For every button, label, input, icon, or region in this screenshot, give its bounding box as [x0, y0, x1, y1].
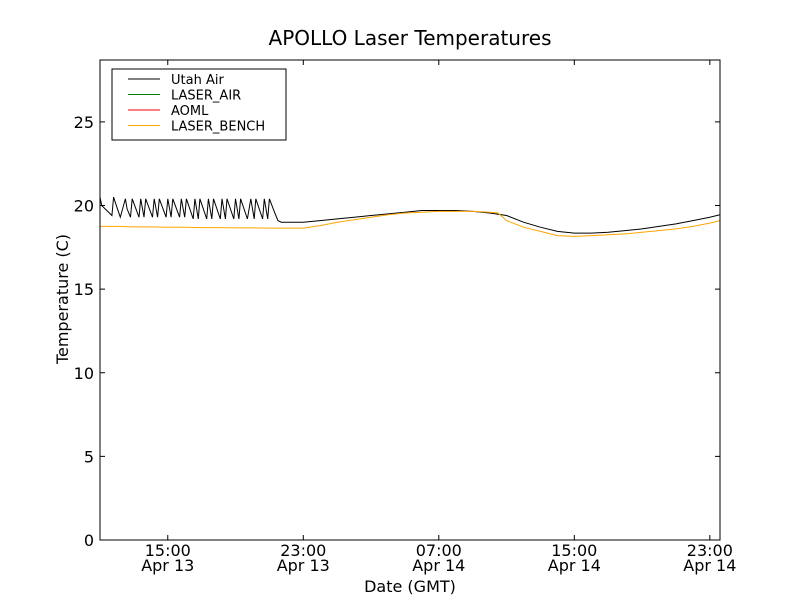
x-tick-label-date: Apr 13: [277, 556, 330, 575]
series-line-laser-bench: [100, 210, 720, 237]
legend-label: LASER_AIR: [171, 89, 241, 104]
chart-title: APOLLO Laser Temperatures: [269, 26, 552, 50]
y-tick-label: 20: [74, 197, 94, 216]
series-line-utah-air: [100, 196, 720, 234]
y-axis-title: Temperature (C): [53, 234, 72, 365]
x-tick-label-time: 23:00: [280, 541, 326, 560]
x-axis-title: Date (GMT): [364, 577, 456, 596]
x-tick-label-time: 07:00: [416, 541, 462, 560]
x-tick-label-date: Apr 13: [141, 556, 194, 575]
x-tick-label-time: 15:00: [145, 541, 191, 560]
x-tick-label-date: Apr 14: [548, 556, 601, 575]
series-group: [100, 196, 720, 237]
x-tick-label-time: 23:00: [687, 541, 733, 560]
legend-label: AOML: [171, 104, 209, 119]
y-tick-label: 15: [74, 280, 94, 299]
legend-box: [111, 68, 287, 141]
x-tick-label-date: Apr 14: [683, 556, 736, 575]
plot-frame: [99, 59, 721, 541]
x-tick-label-time: 15:00: [551, 541, 597, 560]
y-tick-label: 0: [84, 531, 94, 550]
y-tick-label: 25: [74, 113, 94, 132]
legend-label: LASER_BENCH: [171, 120, 265, 135]
y-tick-label: 5: [84, 447, 94, 466]
y-tick-label: 10: [74, 364, 94, 383]
legend-label: Utah Air: [171, 73, 224, 88]
x-tick-label-date: Apr 14: [412, 556, 465, 575]
